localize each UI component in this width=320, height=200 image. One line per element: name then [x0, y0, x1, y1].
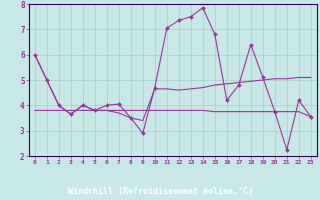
Text: Windchill (Refroidissement éolien,°C): Windchill (Refroidissement éolien,°C) — [68, 187, 252, 196]
